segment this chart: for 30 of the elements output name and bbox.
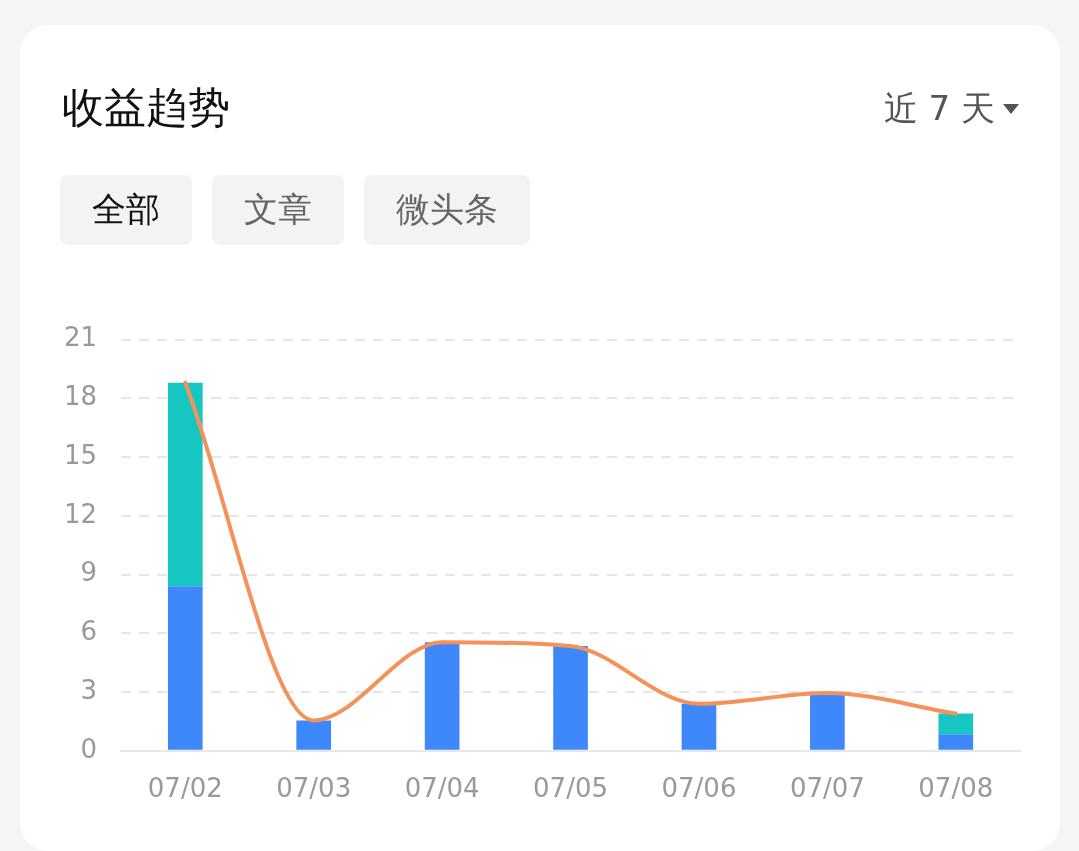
line-series (183, 380, 958, 723)
bar (810, 693, 845, 750)
chart-title: 收益趋势 (62, 82, 230, 134)
y-tick-label: 12 (63, 498, 98, 529)
text: 全部 (60, 175, 192, 245)
text: 文章 (212, 175, 344, 245)
x-tick-label: 07/08 (918, 773, 994, 804)
bar (167, 382, 203, 587)
y-tick-label: 9 (80, 557, 98, 588)
x-tick-label: 07/03 (276, 773, 352, 804)
y-tick-label: 3 (80, 674, 98, 705)
bar (167, 586, 203, 750)
bar (938, 713, 974, 735)
bar (938, 734, 974, 750)
y-tick-label: 21 (63, 322, 98, 353)
x-tick-label: 07/04 (404, 773, 480, 804)
x-tick-label: 07/05 (533, 773, 609, 804)
bar (553, 646, 588, 750)
y-tick-label: 15 (63, 439, 98, 470)
text: 近 7 天 (883, 87, 995, 130)
y-tick-label: 6 (80, 616, 98, 647)
text: 微头条 (364, 175, 530, 245)
y-tick-label: 18 (63, 381, 98, 412)
y-tick-label: 0 (80, 733, 98, 764)
bar (681, 703, 717, 750)
x-tick-label: 07/02 (147, 773, 223, 804)
x-tick-label: 07/07 (789, 773, 865, 804)
bar (296, 720, 332, 750)
bar (424, 642, 460, 750)
x-tick-label: 07/06 (661, 773, 737, 804)
